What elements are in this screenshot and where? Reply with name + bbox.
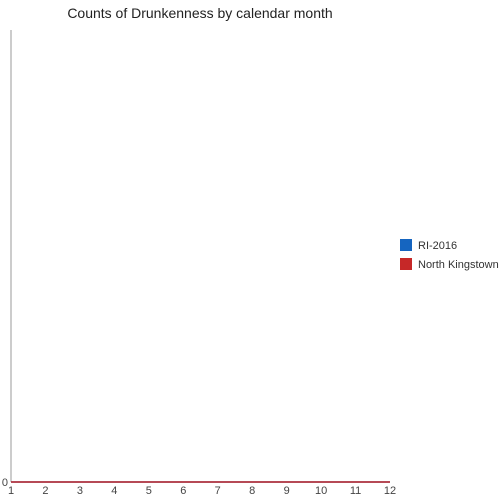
y-tick-label-0: 0 xyxy=(2,477,8,489)
x-tick-label-4: 4 xyxy=(111,485,117,497)
chart-title: Counts of Drunkenness by calendar month xyxy=(67,5,332,21)
legend-item-north-kingstown[interactable]: North Kingstown xyxy=(400,258,499,271)
legend-swatch-north-kingstown xyxy=(400,258,412,270)
x-tick-label-2: 2 xyxy=(42,485,48,497)
x-tick-label-10: 10 xyxy=(315,485,327,497)
legend-swatch-ri-2016 xyxy=(400,239,412,251)
x-tick-label-5: 5 xyxy=(146,485,152,497)
x-tick-label-12: 12 xyxy=(384,485,396,497)
legend-item-ri-2016[interactable]: RI-2016 xyxy=(400,239,457,252)
legend-label-ri-2016: RI-2016 xyxy=(418,240,457,252)
x-tick-label-6: 6 xyxy=(180,485,186,497)
x-tick-label-9: 9 xyxy=(284,485,290,497)
x-tick-label-3: 3 xyxy=(77,485,83,497)
x-tick-label-7: 7 xyxy=(215,485,221,497)
x-tick-label-8: 8 xyxy=(249,485,255,497)
legend-label-north-kingstown: North Kingstown xyxy=(418,259,499,271)
x-tick-labels: 1 2 3 4 5 6 7 8 9 10 11 12 xyxy=(8,485,396,497)
x-tick-label-1: 1 xyxy=(8,485,14,497)
plot-area xyxy=(10,30,390,483)
x-tick-label-11: 11 xyxy=(350,485,361,497)
legend: RI-2016 North Kingstown xyxy=(400,239,499,271)
